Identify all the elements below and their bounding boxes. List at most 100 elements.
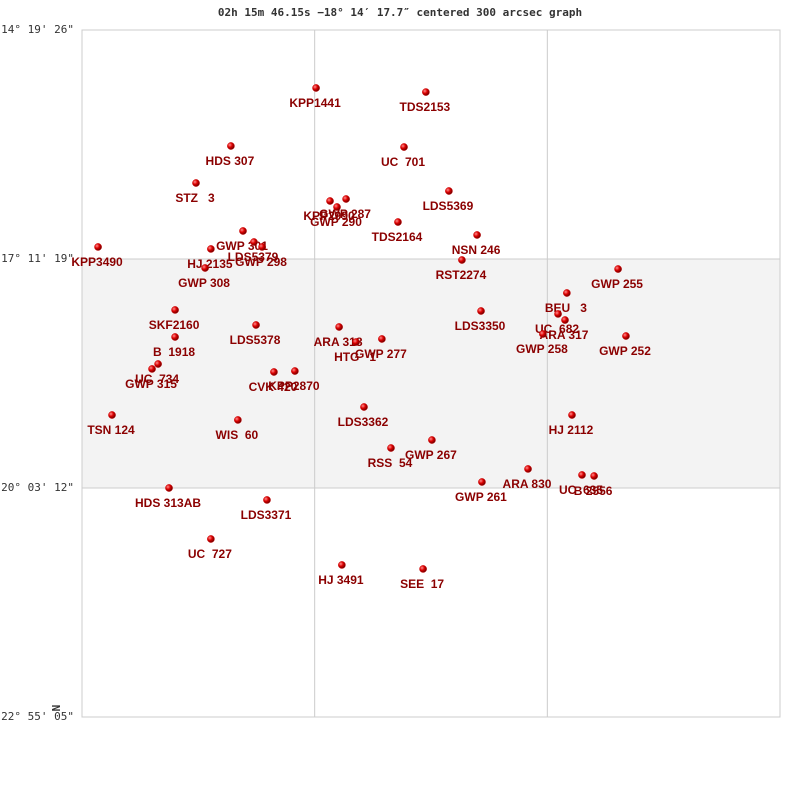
star-label: GWP 298 <box>235 255 287 269</box>
star-point <box>524 465 532 473</box>
star-label: ARA 317 <box>540 328 589 342</box>
star-point <box>258 243 266 251</box>
star-point <box>578 471 586 479</box>
chart-title: 02h 15m 46.15s −18° 14′ 17.7″ centered 3… <box>218 6 582 19</box>
star-point <box>192 179 200 187</box>
star-label: TSN 124 <box>87 423 135 437</box>
star-label: BEU 3 <box>545 301 587 315</box>
star-point <box>400 143 408 151</box>
star-label: WIS 60 <box>216 428 259 442</box>
star-point <box>171 333 179 341</box>
star-point <box>263 496 271 504</box>
star-label: LDS5369 <box>423 199 474 213</box>
star-point <box>326 197 334 205</box>
star-point <box>419 565 427 573</box>
star-point <box>154 360 162 368</box>
star-label: TDS2164 <box>372 230 423 244</box>
star-label: HTG 1 <box>334 350 376 364</box>
star-point <box>335 323 343 331</box>
star-label: LDS3371 <box>241 508 292 522</box>
star-label: GWP 261 <box>455 490 507 504</box>
star-point <box>165 484 173 492</box>
star-label: B 2556 <box>574 484 613 498</box>
plot-border <box>81 29 781 718</box>
star-point <box>428 436 436 444</box>
star-point <box>108 411 116 419</box>
star-label: GWP 267 <box>405 448 457 462</box>
star-point <box>387 444 395 452</box>
star-point <box>590 472 598 480</box>
star-point <box>291 367 299 375</box>
star-label: LDS3362 <box>338 415 389 429</box>
star-label: LDS5378 <box>230 333 281 347</box>
star-point <box>148 365 156 373</box>
star-label: LDS3350 <box>455 319 506 333</box>
star-point <box>614 265 622 273</box>
star-point <box>458 256 466 264</box>
star-label: GWP 252 <box>599 344 651 358</box>
star-label: HJ 3491 <box>318 573 364 587</box>
star-point <box>568 411 576 419</box>
star-label: ARA 318 <box>314 335 363 349</box>
star-label: UC 635 <box>559 483 603 497</box>
star-point <box>378 335 386 343</box>
star-label: B 1918 <box>153 345 195 359</box>
star-label: RSS 54 <box>368 456 413 470</box>
star-point <box>171 306 179 314</box>
star-label: SEE 17 <box>400 577 444 591</box>
star-point <box>422 88 430 96</box>
star-label: GWP 255 <box>591 277 643 291</box>
star-label: GWP 277 <box>355 347 407 361</box>
star-label: HDS 313AB <box>135 496 201 510</box>
star-point <box>352 338 360 346</box>
y-tick-label: -17° 11' 19" <box>0 252 74 265</box>
star-label: KPP1441 <box>289 96 341 110</box>
y-tick-label: -20° 03' 12" <box>0 481 74 494</box>
star-point <box>227 142 235 150</box>
star-label: UC 734 <box>135 372 179 386</box>
star-point <box>622 332 630 340</box>
star-label: TDS2153 <box>400 100 451 114</box>
star-label: HDS 307 <box>206 154 255 168</box>
star-point <box>252 321 260 329</box>
star-point <box>338 561 346 569</box>
star-point <box>234 416 242 424</box>
star-point <box>539 330 547 338</box>
star-point <box>94 243 102 251</box>
star-label: KPP3490 <box>71 255 123 269</box>
star-point <box>360 403 368 411</box>
star-point <box>207 535 215 543</box>
north-label: N <box>50 705 63 712</box>
star-label: GWP 315 <box>125 377 177 391</box>
star-point <box>333 203 341 211</box>
star-point <box>342 195 350 203</box>
star-point <box>563 289 571 297</box>
star-label: GWP 258 <box>516 342 568 356</box>
star-label: GWP 308 <box>178 276 230 290</box>
y-tick-label: -22° 55' 05" <box>0 710 74 723</box>
star-point <box>250 238 258 246</box>
star-label: GWP 287 <box>319 207 371 221</box>
star-point <box>239 227 247 235</box>
star-point <box>207 245 215 253</box>
star-point <box>270 368 278 376</box>
star-point <box>561 316 569 324</box>
star-label: UC 701 <box>381 155 425 169</box>
star-label: NSN 246 <box>452 243 501 257</box>
star-point <box>201 264 209 272</box>
star-label: RST2274 <box>436 268 487 282</box>
star-point <box>477 307 485 315</box>
star-point <box>554 310 562 318</box>
star-point <box>473 231 481 239</box>
star-label: STZ 3 <box>175 191 215 205</box>
star-label: HJ 2112 <box>549 423 594 437</box>
y-tick-label: -14° 19' 26" <box>0 23 74 36</box>
star-label: CVK 420 <box>249 380 298 394</box>
star-label: SKF2160 <box>149 318 200 332</box>
star-label: UC 727 <box>188 547 232 561</box>
star-label: HJ 2135 <box>187 257 233 271</box>
star-label: GWP 290 <box>310 215 362 229</box>
star-point <box>445 187 453 195</box>
shaded-band <box>82 258 780 488</box>
